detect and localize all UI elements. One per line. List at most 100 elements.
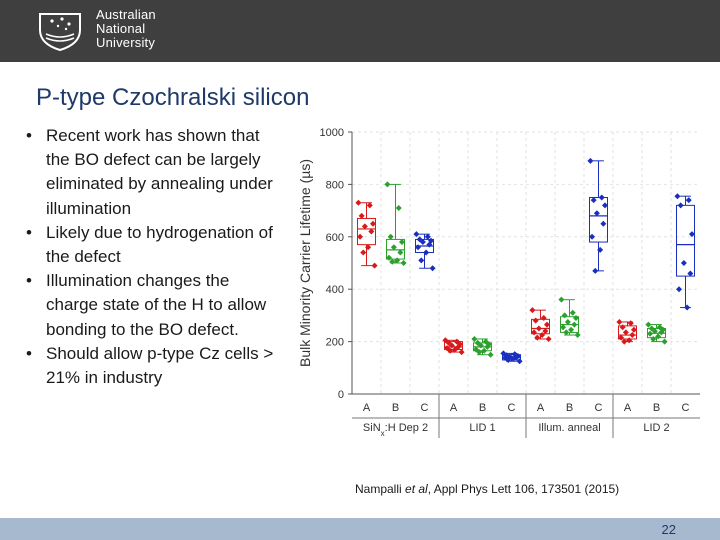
x-category-label: B xyxy=(479,402,486,414)
data-point xyxy=(540,315,547,322)
data-point xyxy=(387,233,394,240)
data-point xyxy=(398,239,405,246)
x-category-label: C xyxy=(682,402,690,414)
data-point xyxy=(427,237,434,244)
data-point xyxy=(366,202,373,209)
data-point xyxy=(395,204,402,211)
data-point xyxy=(500,350,507,357)
y-tick-label: 200 xyxy=(326,337,344,349)
data-point xyxy=(558,296,565,303)
data-point xyxy=(357,233,364,240)
data-point xyxy=(645,321,652,328)
data-point xyxy=(516,358,523,365)
data-point xyxy=(561,312,568,319)
y-tick-label: 800 xyxy=(326,179,344,191)
data-point xyxy=(394,257,401,264)
data-point xyxy=(444,345,451,352)
slide-title: P-type Czochralski silicon xyxy=(36,84,310,111)
data-point xyxy=(473,346,480,353)
data-point xyxy=(502,354,509,361)
bullet-text: Should allow p-type Cz cells > 21% in in… xyxy=(46,343,274,388)
data-point xyxy=(592,267,599,274)
x-category-label: B xyxy=(566,402,573,414)
anu-crest-icon xyxy=(39,13,81,52)
data-point xyxy=(386,254,393,261)
logo-line: Australian xyxy=(96,7,156,22)
data-point xyxy=(481,347,488,354)
data-point xyxy=(484,343,491,350)
data-point xyxy=(626,337,633,344)
group-label-subscript: x xyxy=(381,429,385,438)
data-point xyxy=(365,244,372,251)
bullet-icon: • xyxy=(26,126,32,145)
page-number: 22 xyxy=(661,522,676,537)
data-point xyxy=(574,332,581,339)
citation: Nampalli et al, Appl Phys Lett 106, 1735… xyxy=(355,482,619,496)
y-tick-label: 0 xyxy=(338,389,344,401)
citation-etal: et al xyxy=(405,482,428,496)
data-point xyxy=(674,193,681,200)
data-point xyxy=(589,233,596,240)
x-category-label: B xyxy=(653,402,660,414)
data-point xyxy=(630,326,637,333)
data-point xyxy=(655,333,662,340)
data-point xyxy=(568,326,575,333)
bullet-text: Recent work has shown that the BO defect… xyxy=(46,126,273,218)
group-label: SiNx:H Dep 2 xyxy=(363,422,428,438)
data-point xyxy=(563,329,570,336)
data-point xyxy=(618,334,625,341)
data-point xyxy=(542,328,549,335)
bullet-icon: • xyxy=(26,222,32,242)
logo-line: National xyxy=(96,21,146,36)
data-point xyxy=(360,249,367,256)
data-point xyxy=(384,181,391,188)
data-point xyxy=(676,286,683,293)
group-label: LID 1 xyxy=(469,422,495,434)
data-point xyxy=(419,239,426,246)
data-point xyxy=(564,318,571,325)
citation-rest: , Appl Phys Lett 106, 173501 (2015) xyxy=(427,482,620,496)
x-category-label: C xyxy=(508,402,516,414)
data-point xyxy=(510,355,517,362)
group-label-part: :H Dep 2 xyxy=(385,422,428,434)
data-point xyxy=(390,244,397,251)
university-logo[interactable]: Australian National University xyxy=(36,6,186,56)
bullet-item: • Should allow p-type Cz cells > 21% in i… xyxy=(24,342,274,390)
bullet-icon: • xyxy=(26,343,32,363)
data-point xyxy=(369,220,376,227)
data-point xyxy=(622,329,629,336)
data-point xyxy=(680,260,687,266)
data-point xyxy=(371,262,378,269)
data-point xyxy=(532,317,539,324)
bullet-icon: • xyxy=(26,271,32,291)
data-point xyxy=(452,346,459,353)
data-point xyxy=(593,210,600,217)
x-category-label: B xyxy=(392,402,399,414)
data-point xyxy=(529,307,536,314)
header-bar: Australian National University xyxy=(0,0,720,62)
data-point xyxy=(458,349,465,356)
data-point xyxy=(397,249,404,256)
data-point xyxy=(535,325,542,332)
y-tick-label: 400 xyxy=(326,284,344,296)
data-point xyxy=(661,338,668,345)
group-label: Illum. anneal xyxy=(538,422,600,434)
x-category-label: C xyxy=(595,402,603,414)
data-point xyxy=(659,326,666,333)
data-point xyxy=(616,318,623,325)
data-point xyxy=(423,249,430,256)
data-point xyxy=(601,202,608,209)
bullet-list: • Recent work has shown that the BO defec… xyxy=(24,124,274,390)
data-point xyxy=(415,244,422,251)
data-point xyxy=(571,321,578,328)
data-point xyxy=(621,338,628,345)
data-point xyxy=(619,324,626,331)
data-point xyxy=(505,356,512,363)
data-point xyxy=(627,320,634,327)
bullet-item: • Illumination changes the charge state o… xyxy=(24,269,274,342)
data-point xyxy=(590,197,597,204)
bullet-text: Illumination changes the charge state of… xyxy=(46,271,267,339)
data-point xyxy=(506,353,513,360)
data-point xyxy=(448,342,455,349)
y-tick-label: 1000 xyxy=(320,127,344,139)
